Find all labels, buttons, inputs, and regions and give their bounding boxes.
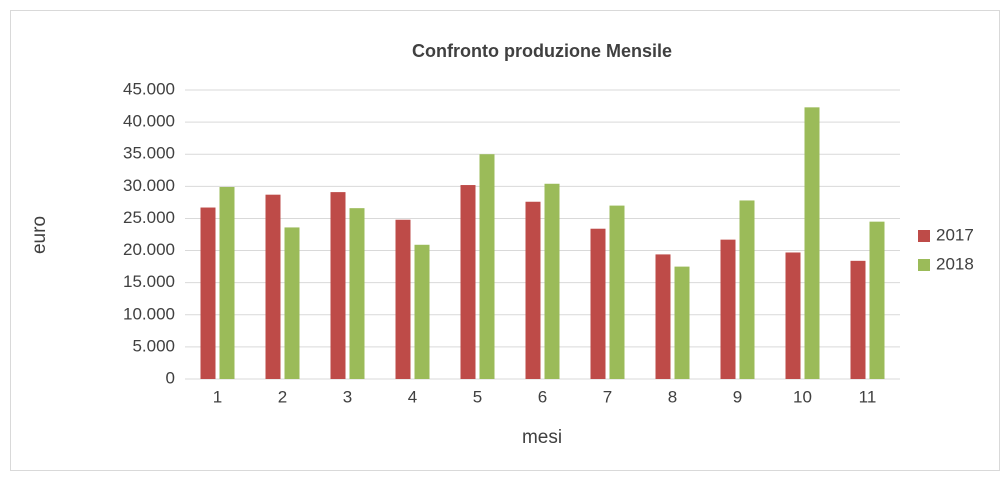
bar <box>349 208 365 379</box>
x-tick-label: 8 <box>668 387 677 406</box>
bar <box>200 207 216 379</box>
y-tick-label: 40.000 <box>123 112 175 131</box>
bar <box>804 107 820 379</box>
y-tick-label: 30.000 <box>123 176 175 195</box>
x-tick-label: 11 <box>859 387 877 406</box>
y-tick-label: 15.000 <box>123 272 175 291</box>
x-tick-label: 2 <box>278 387 287 406</box>
y-tick-label: 10.000 <box>123 304 175 323</box>
bar <box>219 186 235 379</box>
x-tick-label: 5 <box>473 387 482 406</box>
x-tick-label: 9 <box>733 387 742 406</box>
bar <box>265 194 281 379</box>
bar <box>739 200 755 379</box>
x-tick-label: 7 <box>603 387 612 406</box>
chart-title: Confronto produzione Mensile <box>412 41 672 61</box>
y-tick-label: 45.000 <box>123 79 175 98</box>
y-tick-label: 25.000 <box>123 208 175 227</box>
y-tick-label: 0 <box>166 368 175 387</box>
x-tick-label: 6 <box>538 387 547 406</box>
x-tick-label: 3 <box>343 387 352 406</box>
bar <box>674 266 690 379</box>
bar <box>869 221 885 379</box>
x-axis-label: mesi <box>522 427 562 448</box>
bar <box>525 201 541 379</box>
y-tick-label: 5.000 <box>132 336 175 355</box>
bar <box>284 227 300 379</box>
legend-swatch <box>918 230 930 242</box>
y-axis-label: euro <box>29 216 50 254</box>
bar <box>544 183 560 379</box>
bar <box>479 154 495 379</box>
bar <box>330 192 346 379</box>
bar <box>609 205 625 379</box>
bar <box>850 260 866 379</box>
bar <box>460 185 476 379</box>
x-tick-label: 10 <box>793 387 812 406</box>
bar <box>720 239 736 379</box>
bar <box>785 252 801 379</box>
bar <box>655 254 671 379</box>
legend-label: 2017 <box>936 225 974 244</box>
x-tick-label: 1 <box>213 387 222 406</box>
bar <box>414 244 430 379</box>
y-tick-label: 20.000 <box>123 240 175 259</box>
chart-border <box>10 10 1000 471</box>
legend-swatch <box>918 259 930 271</box>
bar <box>395 219 411 379</box>
x-tick-label: 4 <box>408 387 417 406</box>
bar <box>590 228 606 379</box>
y-tick-label: 35.000 <box>123 144 175 163</box>
legend-label: 2018 <box>936 254 974 273</box>
